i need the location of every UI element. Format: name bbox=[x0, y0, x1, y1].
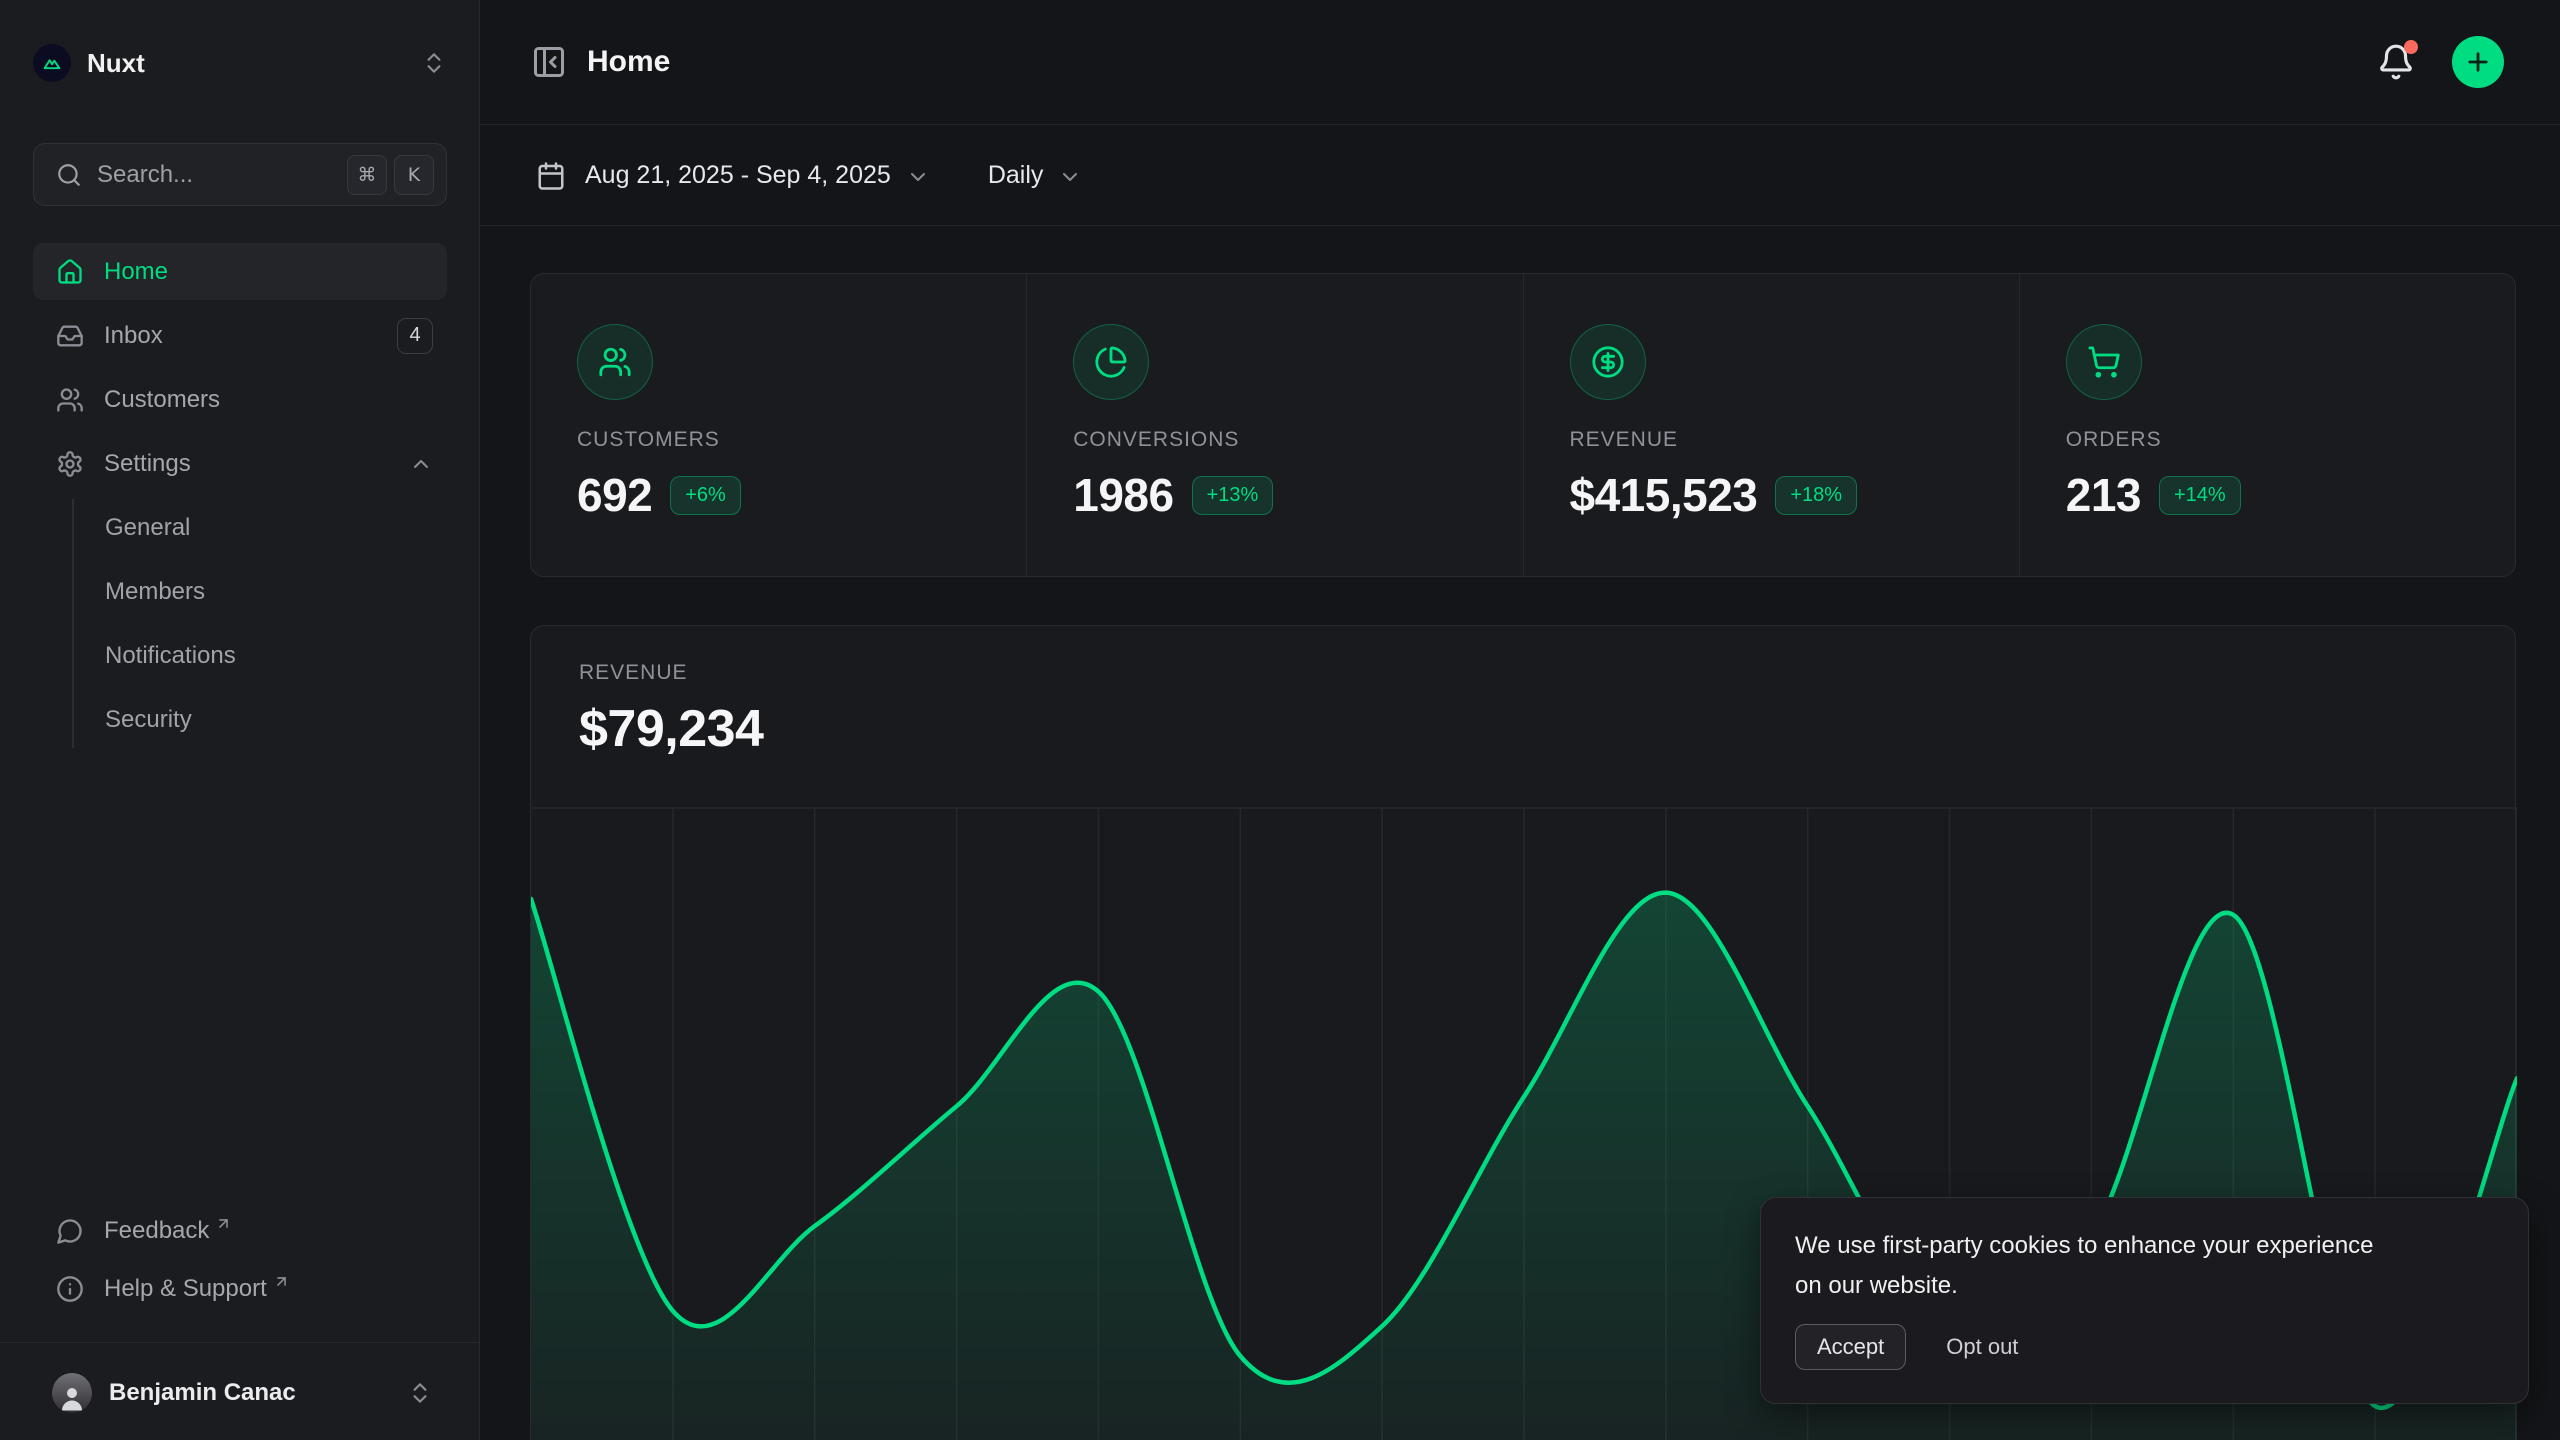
chevron-up-icon bbox=[409, 452, 433, 476]
avatar bbox=[52, 1373, 92, 1413]
stat-delta-badge: +13% bbox=[1191, 475, 1274, 515]
settings-submenu: General Members Notifications Security bbox=[72, 499, 447, 748]
stats-card: CUSTOMERS 692 +6% CONVERSIONS 1986 +13% bbox=[530, 273, 2516, 577]
revenue-chart[interactable] bbox=[531, 807, 2517, 1440]
sidebar-item-label: Customers bbox=[104, 385, 221, 413]
accept-button[interactable]: Accept bbox=[1795, 1324, 1907, 1370]
users-icon bbox=[56, 386, 84, 414]
sidebar-item-notifications[interactable]: Notifications bbox=[105, 641, 236, 669]
cookie-banner: We use first-party cookies to enhance yo… bbox=[1760, 1197, 2529, 1404]
notifications-button[interactable] bbox=[2372, 38, 2420, 86]
arrow-up-right-icon bbox=[273, 1273, 290, 1290]
info-icon bbox=[56, 1275, 84, 1303]
kbd-meta: ⌘ bbox=[347, 154, 387, 195]
stat-value: 1986 bbox=[1073, 469, 1174, 521]
sidebar-item-members[interactable]: Members bbox=[105, 577, 206, 605]
sidebar-item-label: Home bbox=[104, 257, 169, 285]
inbox-count-badge: 4 bbox=[397, 317, 433, 354]
feedback-label: Feedback bbox=[104, 1217, 210, 1244]
date-range-label: Aug 21, 2025 - Sep 4, 2025 bbox=[585, 161, 891, 189]
chevrons-up-down-icon bbox=[407, 1380, 433, 1406]
stat-delta-badge: +18% bbox=[1775, 475, 1858, 515]
sidebar-item-security[interactable]: Security bbox=[105, 705, 192, 733]
user-menu[interactable]: Benjamin Canac bbox=[33, 1363, 447, 1423]
stat-value: 692 bbox=[577, 469, 653, 521]
interval-label: Daily bbox=[987, 161, 1044, 189]
stat-conversions[interactable]: CONVERSIONS 1986 +13% bbox=[1026, 274, 1522, 576]
date-range-picker[interactable]: Aug 21, 2025 - Sep 4, 2025 bbox=[536, 161, 930, 191]
stat-revenue[interactable]: REVENUE $415,523 +18% bbox=[1522, 274, 2019, 576]
notification-dot bbox=[2404, 40, 2418, 54]
sidebar: Nuxt Search... ⌘ K Home bbox=[0, 0, 480, 1440]
interval-select[interactable]: Daily bbox=[988, 161, 1083, 190]
workspace-name: Nuxt bbox=[87, 47, 145, 78]
sidebar-item-customers[interactable]: Customers bbox=[33, 371, 447, 428]
chevrons-up-down-icon bbox=[421, 50, 447, 76]
stat-delta-badge: +14% bbox=[2159, 475, 2241, 515]
search-icon bbox=[56, 162, 82, 188]
house-icon bbox=[56, 258, 84, 286]
stat-label: CONVERSIONS bbox=[1073, 428, 1240, 451]
sidebar-item-home[interactable]: Home bbox=[33, 243, 447, 300]
stat-label: ORDERS bbox=[2065, 428, 2162, 451]
opt-out-button[interactable]: Opt out bbox=[1940, 1333, 2024, 1361]
help-support-link[interactable]: Help & Support bbox=[33, 1260, 447, 1318]
stat-value: 213 bbox=[2065, 469, 2142, 521]
circle-dollar-icon bbox=[1569, 324, 1646, 400]
users-icon bbox=[577, 324, 653, 400]
revenue-panel-value: $79,234 bbox=[579, 700, 764, 758]
message-circle-icon bbox=[56, 1217, 84, 1245]
gear-icon bbox=[56, 450, 84, 478]
sidebar-item-general[interactable]: General bbox=[105, 513, 191, 541]
search-input[interactable]: Search... ⌘ K bbox=[33, 143, 447, 206]
arrow-up-right-icon bbox=[215, 1215, 232, 1232]
sidebar-nav: Home Inbox 4 Customers Settings bbox=[33, 243, 447, 755]
help-support-label: Help & Support bbox=[104, 1275, 267, 1302]
header-actions bbox=[2372, 36, 2504, 88]
nuxt-logo-icon bbox=[33, 44, 71, 82]
sidebar-item-label: Inbox bbox=[104, 321, 163, 349]
stat-label: CUSTOMERS bbox=[577, 428, 720, 451]
area-chart bbox=[531, 807, 2517, 1440]
inbox-icon bbox=[56, 322, 84, 350]
filters-toolbar: Aug 21, 2025 - Sep 4, 2025 Daily bbox=[480, 126, 2560, 226]
shopping-cart-icon bbox=[2065, 324, 2142, 400]
chart-pie-icon bbox=[1073, 324, 1150, 400]
sidebar-footer: Feedback Help & Support bbox=[33, 1202, 447, 1318]
revenue-panel-label: REVENUE bbox=[579, 661, 688, 684]
stat-orders[interactable]: ORDERS 213 +14% bbox=[2018, 274, 2515, 576]
sidebar-collapse-button[interactable] bbox=[527, 40, 571, 84]
add-button[interactable] bbox=[2452, 36, 2504, 88]
sidebar-item-settings[interactable]: Settings bbox=[33, 435, 447, 492]
search-placeholder: Search... bbox=[97, 160, 194, 188]
chevron-down-icon bbox=[1058, 165, 1082, 189]
sidebar-item-inbox[interactable]: Inbox 4 bbox=[33, 307, 447, 364]
calendar-icon bbox=[536, 161, 566, 191]
stat-label: REVENUE bbox=[1569, 428, 1679, 451]
page-title: Home bbox=[587, 45, 671, 78]
stat-delta-badge: +6% bbox=[670, 475, 741, 515]
kbd-k: K bbox=[394, 154, 434, 195]
workspace-switcher[interactable]: Nuxt bbox=[33, 38, 447, 88]
chevron-down-icon bbox=[906, 165, 930, 189]
sidebar-item-label: Settings bbox=[104, 449, 191, 477]
cookie-message: We use first-party cookies to enhance yo… bbox=[1795, 1232, 2374, 1299]
user-name: Benjamin Canac bbox=[109, 1379, 296, 1406]
sidebar-divider bbox=[0, 1342, 480, 1343]
stat-customers[interactable]: CUSTOMERS 692 +6% bbox=[531, 274, 1026, 576]
page-header: Home bbox=[480, 0, 2560, 125]
feedback-link[interactable]: Feedback bbox=[33, 1202, 447, 1260]
stat-value: $415,523 bbox=[1569, 469, 1758, 521]
